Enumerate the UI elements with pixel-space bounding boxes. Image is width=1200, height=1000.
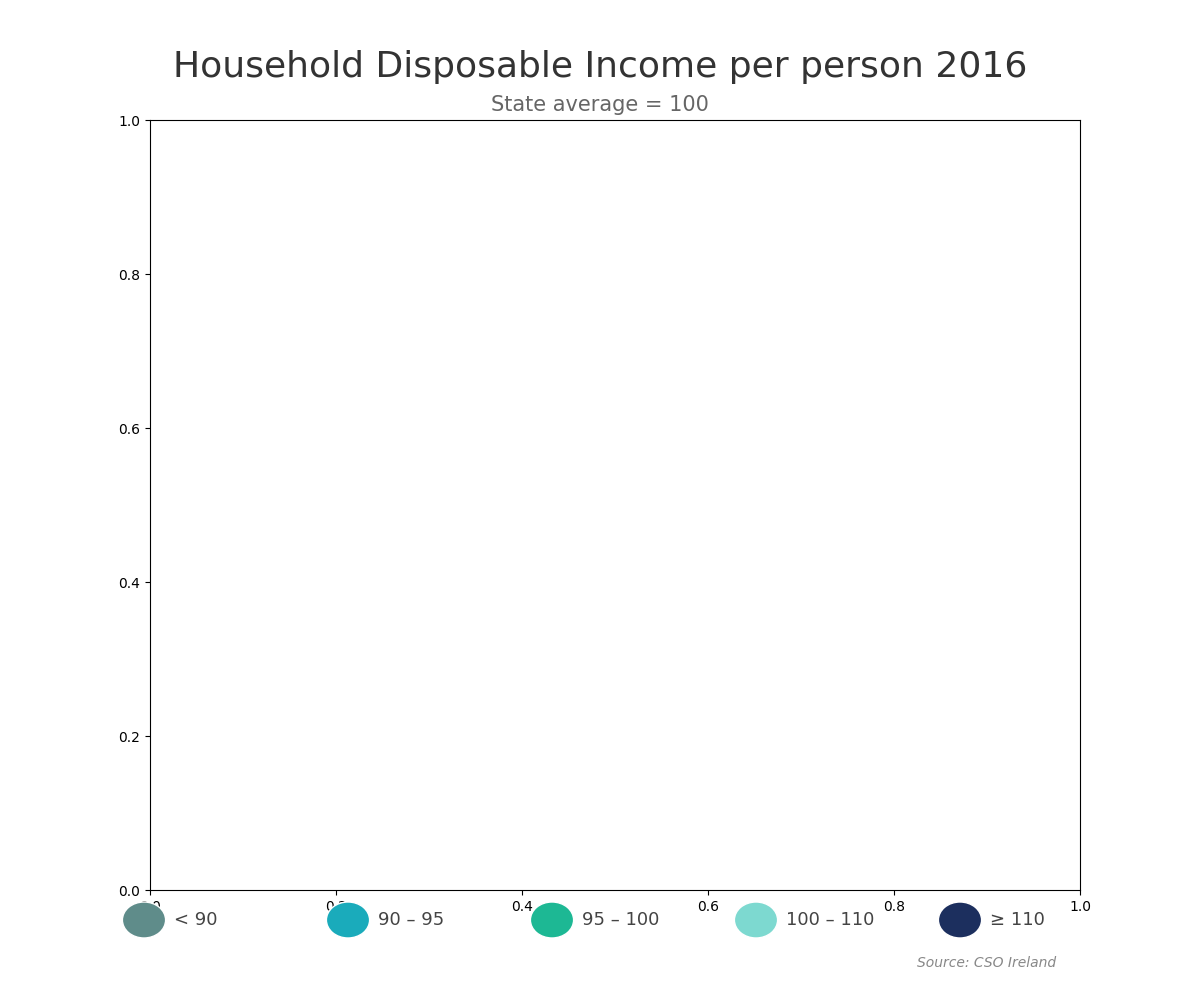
Text: ≥ 110: ≥ 110 — [990, 911, 1045, 929]
Text: Source: CSO Ireland: Source: CSO Ireland — [917, 956, 1056, 970]
Text: < 90: < 90 — [174, 911, 217, 929]
Text: 100 – 110: 100 – 110 — [786, 911, 875, 929]
Text: 95 – 100: 95 – 100 — [582, 911, 659, 929]
Text: State average = 100: State average = 100 — [491, 95, 709, 115]
Text: Household Disposable Income per person 2016: Household Disposable Income per person 2… — [173, 50, 1027, 84]
Text: 90 – 95: 90 – 95 — [378, 911, 444, 929]
